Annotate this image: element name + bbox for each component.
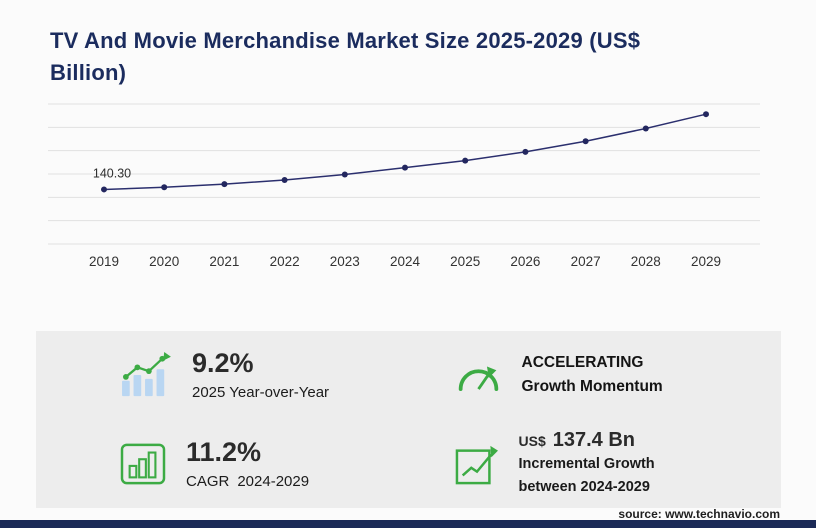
incremental-amount: 137.4 Bn [552,429,635,452]
bottom-navy-bar [0,520,816,528]
incremental-line1: Incremental Growth [518,456,655,473]
incremental-currency: US$ [518,433,546,450]
cagr-value: 11.2% [186,436,262,467]
line-chart-svg: 2019 2020 2021 2022 2023 2024 2025 2026 2027 2028… [48,103,760,269]
svg-text:140.30: 140.30 [93,166,131,180]
svg-text:2027: 2027 [571,254,601,269]
stats-panel: 9.2% 2025 Year-over-Year ACCELERATING Gr… [36,331,781,508]
svg-text:2022: 2022 [270,254,300,269]
market-size-line-chart: 2019 2020 2021 2022 2023 2024 2025 2026 2027 2028… [48,92,760,274]
cagr-label: CAGR [186,472,230,490]
source-text: source: www.technavio.com [618,507,780,521]
svg-text:2028: 2028 [631,254,661,269]
cagr-chart-icon [120,443,166,485]
momentum-line2: Growth Momentum [521,378,663,396]
svg-text:2026: 2026 [510,254,540,269]
svg-text:2019: 2019 [89,254,119,269]
cagr-range: 2024-2029 [237,472,310,490]
incremental-line2: between 2024-2029 [518,479,650,496]
page-title: TV And Movie Merchandise Market Size 202… [50,27,641,85]
svg-text:2023: 2023 [330,254,360,269]
yoy-label: 2025 Year-over-Year [192,384,330,402]
svg-text:2020: 2020 [149,254,179,269]
incremental-growth-icon [455,443,499,485]
svg-text:2029: 2029 [691,254,721,269]
bar-chart-growth-icon [120,352,172,398]
svg-text:2025: 2025 [450,254,480,269]
stat-cagr: 11.2% CAGR 2024-2029 [36,420,409,509]
momentum-line1: ACCELERATING [521,354,644,372]
stat-yoy: 9.2% 2025 Year-over-Year [36,331,409,420]
svg-text:2024: 2024 [390,254,421,269]
speedometer-icon [455,355,502,395]
svg-text:2021: 2021 [209,254,239,269]
yoy-value: 9.2% [192,348,254,379]
stat-incremental: US$ 137.4 Bn Incremental Growth between … [409,420,782,509]
stat-momentum: ACCELERATING Growth Momentum [409,331,782,420]
